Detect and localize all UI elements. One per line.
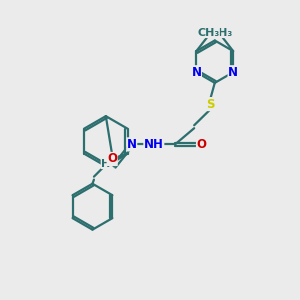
Text: O: O <box>107 152 117 166</box>
Text: CH₃: CH₃ <box>210 28 232 38</box>
Text: CH₃: CH₃ <box>197 28 219 38</box>
Text: N: N <box>191 66 201 79</box>
Text: NH: NH <box>144 138 164 151</box>
Text: H: H <box>101 158 110 169</box>
Text: S: S <box>206 98 214 111</box>
Text: N: N <box>228 66 238 79</box>
Text: O: O <box>196 138 206 151</box>
Text: N: N <box>127 138 137 151</box>
